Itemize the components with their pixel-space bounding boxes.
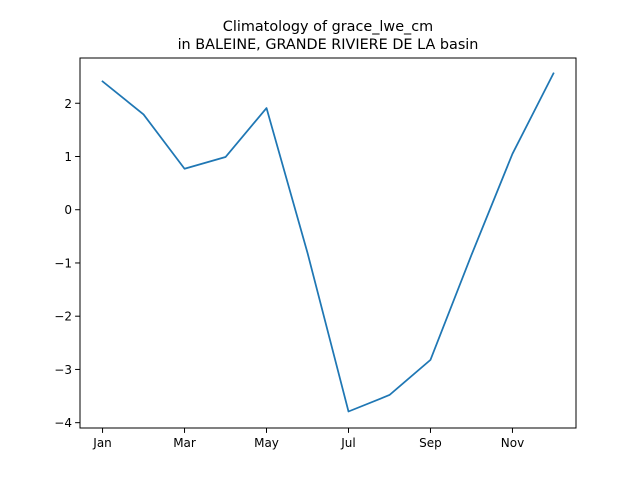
y-tick-label: −1 (54, 256, 72, 270)
x-tick-label: Mar (173, 436, 196, 450)
chart-title-line-1: Climatology of grace_lwe_cm (223, 19, 433, 35)
y-tick-label: −2 (54, 310, 72, 324)
y-tick-label: 1 (64, 150, 72, 164)
x-tick-label: Sep (419, 436, 442, 450)
plot-area-frame (79, 57, 577, 429)
y-tick-label: 2 (64, 97, 72, 111)
y-tick-label: −3 (54, 363, 72, 377)
series-line (101, 72, 555, 413)
y-tick-label: −4 (54, 416, 72, 430)
x-axis-ticks: Jan Mar May Jul Sep Nov (92, 428, 524, 450)
y-tick-label: 0 (64, 203, 72, 217)
x-tick-label: Jul (340, 436, 355, 450)
x-tick-label: Jan (92, 436, 112, 450)
chart-title-line-2: in BALEINE, GRANDE RIVIERE DE LA basin (178, 37, 479, 53)
series-layer (101, 72, 555, 413)
y-axis-ticks: 2 1 0 −1 −2 −3 −4 (54, 97, 80, 430)
x-tick-label: Nov (501, 436, 524, 450)
x-tick-label: May (254, 436, 279, 450)
